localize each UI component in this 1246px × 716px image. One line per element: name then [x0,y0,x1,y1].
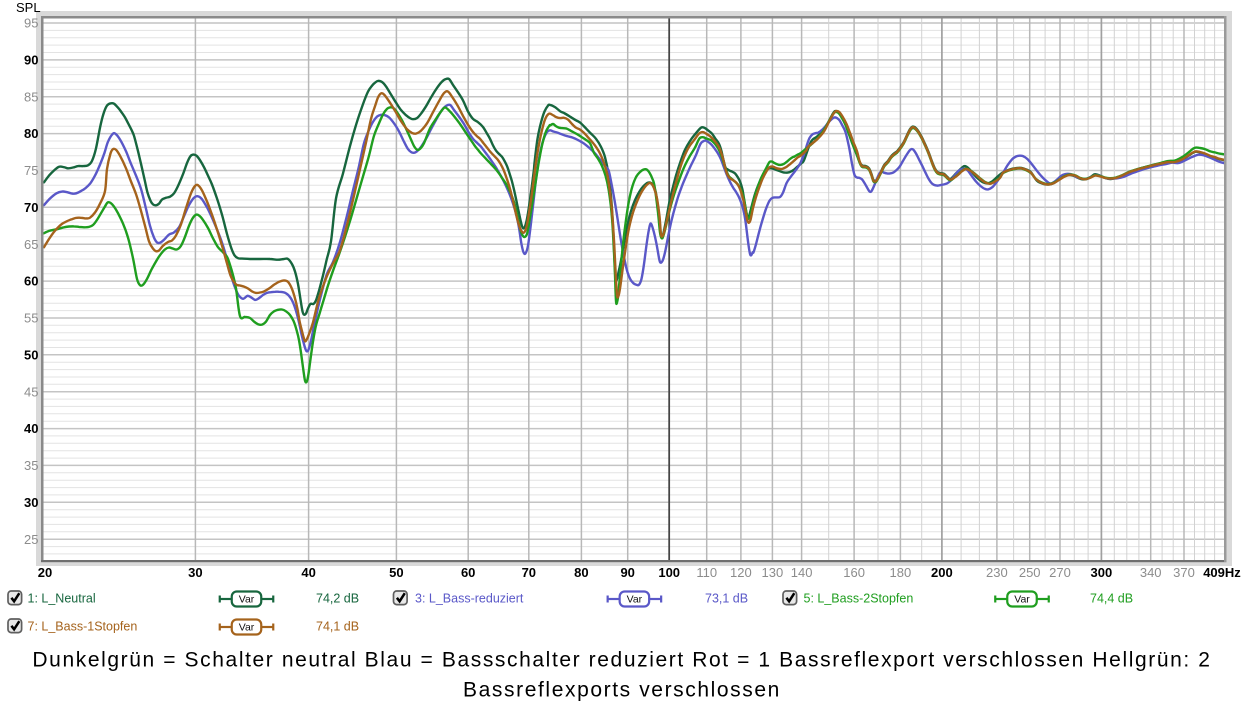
svg-text:45: 45 [24,384,38,399]
svg-text:30: 30 [188,565,202,580]
svg-text:250: 250 [1019,565,1041,580]
svg-text:110: 110 [696,565,717,580]
svg-text:90: 90 [620,565,634,580]
svg-text:160: 160 [843,565,865,580]
svg-text:70: 70 [24,200,38,215]
svg-text:7: L_Bass-1Stopfen: 7: L_Bass-1Stopfen [28,619,138,633]
svg-text:Var: Var [1014,594,1030,606]
svg-text:1: L_Neutral: 1: L_Neutral [28,591,96,605]
svg-text:65: 65 [24,237,38,252]
svg-text:25: 25 [24,532,38,547]
svg-text:74,1 dB: 74,1 dB [316,619,359,633]
svg-text:300: 300 [1091,565,1113,580]
svg-text:SPL: SPL [16,0,41,15]
svg-text:Var: Var [239,594,255,606]
svg-text:409Hz: 409Hz [1203,565,1241,580]
svg-text:40: 40 [24,421,38,436]
svg-text:130: 130 [762,565,784,580]
svg-text:74,4 dB: 74,4 dB [1090,591,1133,605]
svg-text:180: 180 [890,565,912,580]
svg-text:20: 20 [38,565,52,580]
svg-text:74,2 dB: 74,2 dB [316,591,359,605]
svg-text:100: 100 [658,565,680,580]
svg-text:Bassreflexports verschlossen: Bassreflexports verschlossen [463,679,781,702]
svg-text:5: L_Bass-2Stopfen: 5: L_Bass-2Stopfen [804,591,914,605]
svg-text:35: 35 [24,458,38,473]
svg-text:Dunkelgrün = Schalter neutral: Dunkelgrün = Schalter neutral Blau = Bas… [32,649,1211,672]
svg-text:230: 230 [986,565,1008,580]
svg-text:80: 80 [24,126,38,141]
svg-text:60: 60 [24,274,38,289]
svg-text:Var: Var [627,594,643,606]
svg-text:85: 85 [24,89,38,104]
svg-text:70: 70 [522,565,536,580]
svg-text:Var: Var [239,622,255,634]
svg-text:60: 60 [461,565,475,580]
svg-text:270: 270 [1049,565,1071,580]
svg-text:50: 50 [389,565,403,580]
svg-text:200: 200 [931,565,953,580]
svg-text:140: 140 [791,565,813,580]
svg-text:73,1 dB: 73,1 dB [705,591,748,605]
svg-text:120: 120 [730,565,752,580]
svg-text:3: L_Bass-reduziert: 3: L_Bass-reduziert [415,591,524,605]
svg-text:370: 370 [1173,565,1195,580]
svg-text:80: 80 [574,565,588,580]
svg-text:340: 340 [1140,565,1162,580]
svg-text:40: 40 [301,565,315,580]
svg-text:50: 50 [24,347,38,362]
svg-text:55: 55 [24,311,38,326]
svg-text:75: 75 [24,163,38,178]
svg-text:30: 30 [24,495,38,510]
svg-text:90: 90 [24,53,38,68]
svg-text:95: 95 [24,16,38,31]
